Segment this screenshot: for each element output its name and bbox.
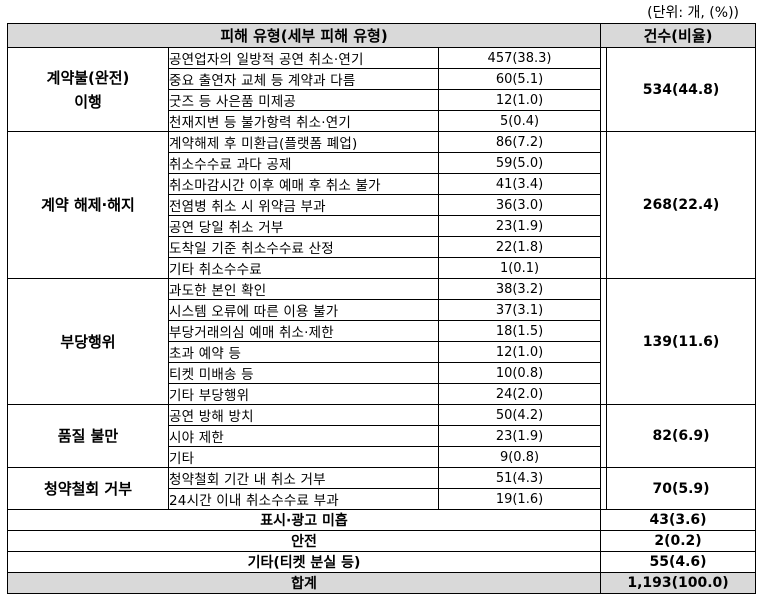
table-row: 표시·광고 미흡 43(3.6) (6, 509, 757, 531)
subtype-count: 86(7.2) (437, 131, 602, 153)
subtype-label: 공연 방해 방치 (168, 404, 439, 426)
category-name: 계약불(완전) (46, 68, 130, 87)
category-cell: 계약불(완전) 이행 (7, 47, 169, 132)
subtype-label: 티켓 미배송 등 (168, 362, 439, 384)
table-row: 굿즈 등 사은품 미제공 12(1.0) (8, 89, 756, 111)
subtype-label: 기타 (168, 446, 439, 468)
table-row: 시야 제한 23(1.9) (8, 425, 756, 447)
category-total: 70(5.9) (606, 467, 757, 510)
table-row: 품질 불만 공연 방해 방치 50(4.2) 82(6.9) (7, 404, 757, 468)
table-row: 계약불(완전) 이행 공연업자의 일방적 공연 취소·연기 457(38.3) 534(… (7, 47, 757, 132)
category-name: 안전 (6, 530, 602, 552)
subtype-count: 18(1.5) (437, 320, 602, 342)
subtype-count: 12(1.0) (437, 89, 602, 111)
category-cell: 계약 해제·해지 (7, 131, 169, 279)
header-count: 건수(비율) (600, 23, 757, 48)
subtype-count: 37(3.1) (437, 299, 602, 321)
subtype-count: 10(0.8) (437, 362, 602, 384)
subtype-label: 기타 부당행위 (168, 383, 439, 405)
subtype-count: 24(2.0) (437, 383, 602, 405)
subtype-label: 계약해제 후 미환급(플랫폼 폐업) (168, 131, 439, 153)
subtype-count: 23(1.9) (437, 425, 602, 447)
subtype-label: 시스템 오류에 따른 이용 불가 (168, 299, 439, 321)
total-row: 합계 1,193(100.0) (6, 572, 757, 594)
table-header-row: 피해 유형(세부 피해 유형) 건수(비율) (6, 23, 757, 48)
subtype-count: 457(38.3) (437, 47, 602, 69)
table-row: 부당거래의심 예매 취소·제한 18(1.5) (8, 320, 756, 342)
subtype-label: 굿즈 등 사은품 미제공 (168, 89, 439, 111)
header-type: 피해 유형(세부 피해 유형) (6, 23, 602, 48)
subtype-label: 천재지변 등 불가항력 취소·연기 (168, 110, 439, 132)
subtype-label: 시야 제한 (168, 425, 439, 447)
table-row: 계약 해제·해지 계약해제 후 미환급(플랫폼 폐업) 86(7.2) 268(22.… (7, 131, 757, 279)
table-row: 시스템 오류에 따른 이용 불가 37(3.1) (8, 299, 756, 321)
subtype-count: 12(1.0) (437, 341, 602, 363)
table-row: 청약철회 거부 청약철회 기간 내 취소 거부 51(4.3) 70(5.9) (7, 467, 757, 510)
table-row: 부당행위 과도한 본인 확인 38(3.2) 139(11.6) (7, 278, 757, 405)
subtype-label: 전염병 취소 시 위약금 부과 (168, 194, 439, 216)
subtype-label: 기타 취소수수료 (168, 257, 439, 279)
total-label: 합계 (6, 572, 602, 594)
table-row: 기타 부당행위 24(2.0) (8, 383, 756, 405)
category-total: 43(3.6) (600, 509, 757, 531)
category-total: 268(22.4) (606, 131, 757, 279)
grand-total: 1,193(100.0) (600, 572, 757, 594)
category-name-line2: 이행 (74, 92, 102, 111)
subtype-label: 청약철회 기간 내 취소 거부 (168, 467, 439, 489)
category-total: 82(6.9) (606, 404, 757, 468)
category-cell: 청약철회 거부 (7, 467, 169, 510)
category-name: 표시·광고 미흡 (6, 509, 602, 531)
category-name: 계약 해제·해지 (41, 196, 135, 214)
table-row: 취소수수료 과다 공제 59(5.0) (8, 152, 756, 174)
subtype-count: 41(3.4) (437, 173, 602, 195)
table-row: 기타(티켓 분실 등) 55(4.6) (6, 551, 757, 573)
category-name: 품질 불만 (57, 427, 119, 445)
subtype-label: 초과 예약 등 (168, 341, 439, 363)
subtype-label: 부당거래의심 예매 취소·제한 (168, 320, 439, 342)
subtype-count: 5(0.4) (437, 110, 602, 132)
subtype-count: 22(1.8) (437, 236, 602, 258)
category-name: 부당행위 (60, 332, 116, 351)
unit-note: (단위: 개, (%)) (647, 5, 739, 21)
subtype-label: 24시간 이내 취소수수료 부과 (168, 488, 439, 510)
subtype-label: 취소수수료 과다 공제 (168, 152, 439, 174)
subtype-label: 공연업자의 일방적 공연 취소·연기 (168, 47, 439, 69)
subtype-label: 취소마감시간 이후 예매 후 취소 불가 (168, 173, 439, 195)
subtype-count: 60(5.1) (437, 68, 602, 90)
table-row: 안전 2(0.2) (6, 530, 757, 552)
category-total: 55(4.6) (600, 551, 757, 573)
damage-type-table: 피해 유형(세부 피해 유형) 건수(비율) 계약불(완전) 이행 공연업자의 일방… (6, 23, 757, 594)
table-row: 24시간 이내 취소수수료 부과 19(1.6) (8, 488, 756, 510)
category-name: 청약철회 거부 (43, 479, 133, 498)
category-cell: 부당행위 (7, 278, 169, 405)
category-total: 534(44.8) (606, 47, 757, 132)
subtype-count: 36(3.0) (437, 194, 602, 216)
subtype-count: 51(4.3) (437, 467, 602, 489)
table-row: 중요 출연자 교체 등 계약과 다름 60(5.1) (8, 68, 756, 90)
table-row: 기타 9(0.8) (8, 446, 756, 468)
subtype-label: 공연 당일 취소 거부 (168, 215, 439, 237)
category-name: 기타(티켓 분실 등) (6, 551, 602, 573)
category-total: 2(0.2) (600, 530, 757, 552)
category-total: 139(11.6) (606, 278, 757, 405)
subtype-count: 1(0.1) (437, 257, 602, 279)
subtype-label: 도착일 기준 취소수수료 산정 (168, 236, 439, 258)
category-cell: 품질 불만 (7, 404, 169, 468)
subtype-count: 59(5.0) (437, 152, 602, 174)
table-row: 공연 당일 취소 거부 23(1.9) (8, 215, 756, 237)
subtype-count: 50(4.2) (437, 404, 602, 426)
subtype-label: 중요 출연자 교체 등 계약과 다름 (168, 68, 439, 90)
subtype-label: 과도한 본인 확인 (168, 278, 439, 300)
subtype-count: 38(3.2) (437, 278, 602, 300)
subtype-count: 23(1.9) (437, 215, 602, 237)
subtype-count: 9(0.8) (437, 446, 602, 468)
table-body: 계약불(완전) 이행 공연업자의 일방적 공연 취소·연기 457(38.3) 534(… (6, 47, 757, 594)
subtype-count: 19(1.6) (437, 488, 602, 510)
